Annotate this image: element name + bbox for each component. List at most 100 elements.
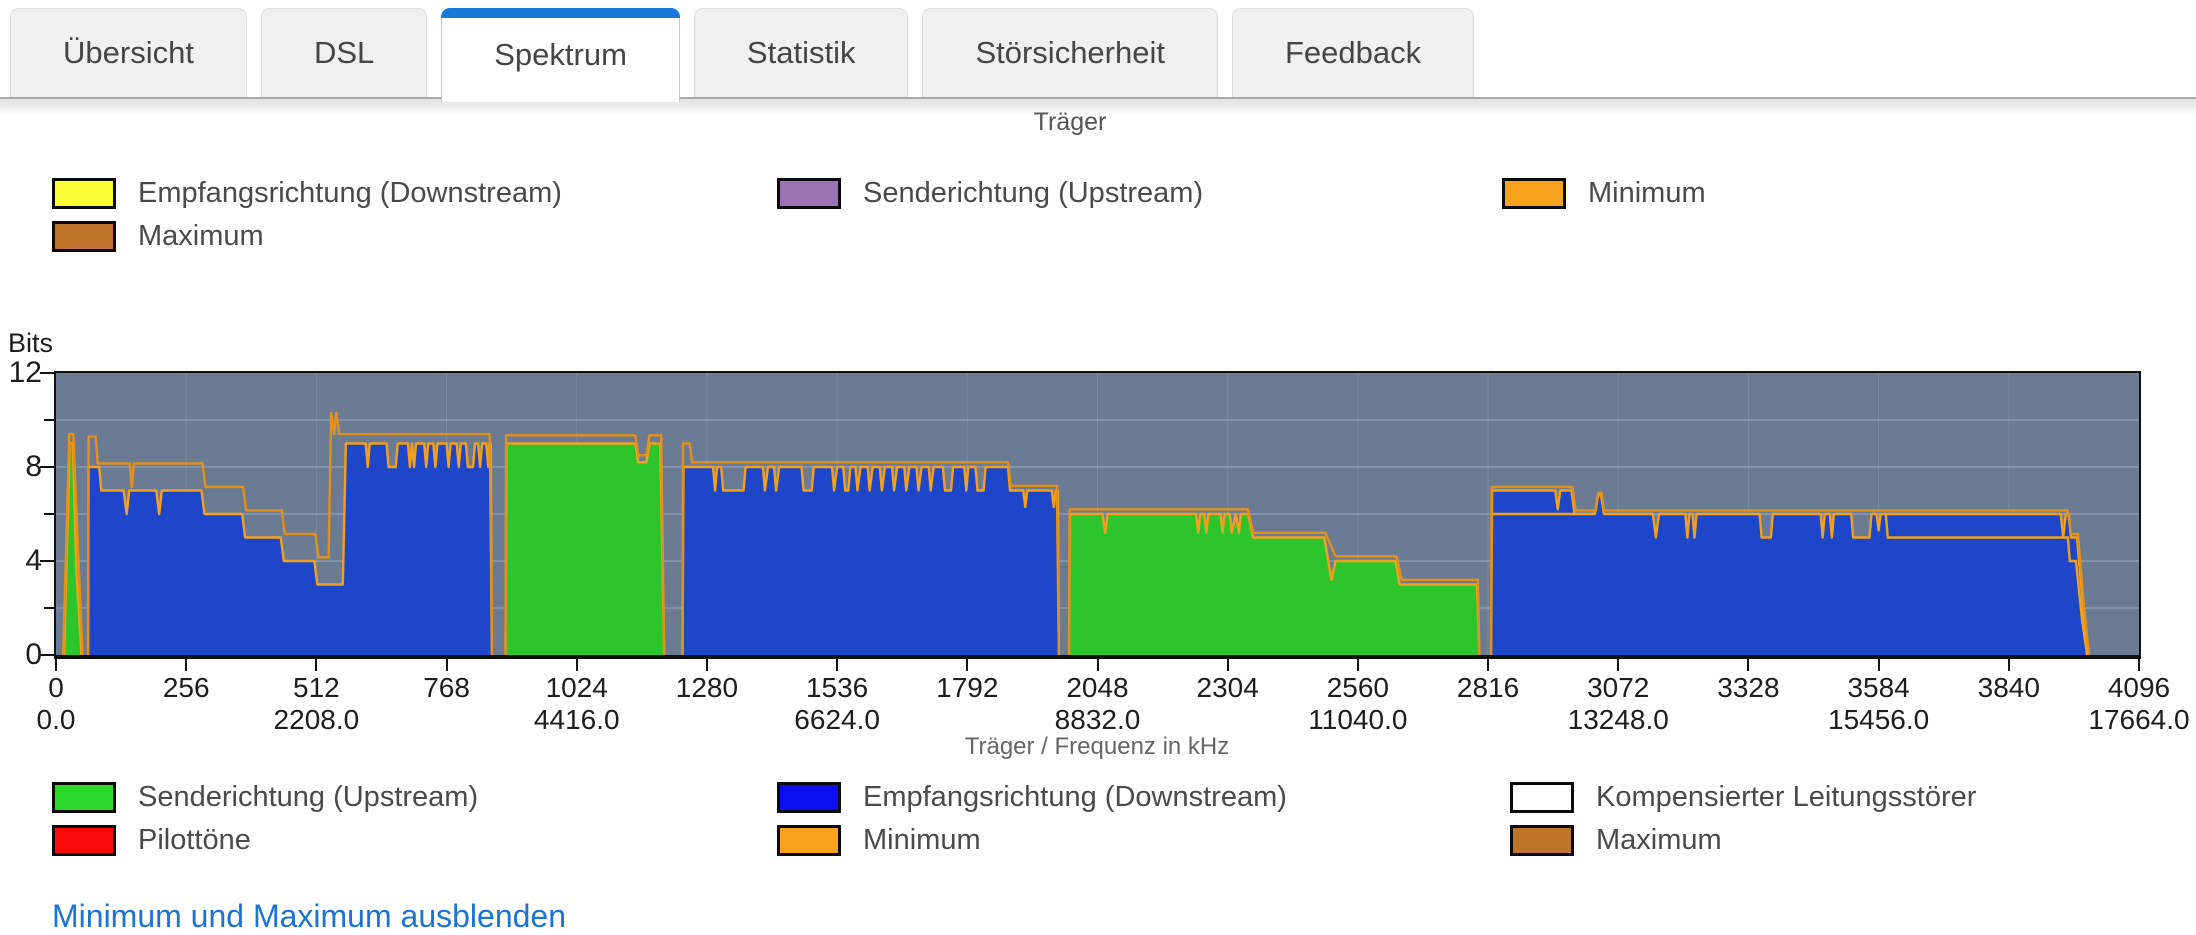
x-tick <box>836 658 839 671</box>
legend-item-minimum-orange: Minimum <box>777 823 981 857</box>
x-tick <box>55 658 57 671</box>
legend-item-maximum-brown: Maximum <box>1510 823 1722 857</box>
legend-item-downstream-yellow: Empfangsrichtung (Downstream) <box>52 176 562 210</box>
legend-label: Minimum <box>1588 176 1706 209</box>
y-tick <box>40 654 54 656</box>
x-tick <box>575 658 578 671</box>
spectrum-plot <box>54 371 2141 659</box>
legend-label: Senderichtung (Upstream) <box>863 176 1204 209</box>
x-tick-label: 1024 <box>545 672 608 703</box>
tab-übersicht[interactable]: Übersicht <box>10 8 247 97</box>
y-tick-label: 4 <box>25 544 42 577</box>
tab-störsicherheit[interactable]: Störsicherheit <box>922 8 1218 97</box>
x-tick <box>445 658 448 671</box>
x-freq-label: 0.0 <box>36 704 76 735</box>
x-freq-label: 11040.0 <box>1308 704 1408 735</box>
x-tick-label: 2560 <box>1326 672 1390 703</box>
x-tick-label: 512 <box>293 672 340 703</box>
x-tick-label: 2816 <box>1456 672 1520 703</box>
x-tick <box>1096 658 1099 671</box>
y-tick-label: 8 <box>25 450 42 483</box>
x-tick-label: 3840 <box>1977 672 2040 703</box>
tab-bar-divider <box>0 97 2196 99</box>
legend-item-upstream-green: Senderichtung (Upstream) <box>52 780 478 814</box>
x-freq-label: 17664.0 <box>2088 704 2190 735</box>
legend-label: Minimum <box>863 823 981 856</box>
x-tick <box>1356 658 1359 671</box>
tab-label: Störsicherheit <box>975 35 1165 70</box>
legend-label: Senderichtung (Upstream) <box>138 780 479 813</box>
legend-item-maximum-brown: Maximum <box>52 219 264 253</box>
y-tick <box>44 419 54 421</box>
x-tick <box>966 658 969 671</box>
x-tick <box>2007 658 2010 671</box>
compensated-white-swatch <box>1510 781 1574 813</box>
x-tick <box>1226 658 1229 671</box>
hide-min-max-link[interactable]: Minimum und Maximum ausblenden <box>52 898 566 934</box>
x-tick <box>1747 658 1750 671</box>
legend-label: Maximum <box>138 219 264 252</box>
x-freq-label: 4416.0 <box>533 704 620 735</box>
x-freq-label: 15456.0 <box>1828 704 1930 735</box>
x-freq-label: 2208.0 <box>273 704 360 735</box>
x-tick-label: 2048 <box>1066 672 1129 703</box>
x-freq-label: 13248.0 <box>1567 704 1669 735</box>
tab-spektrum[interactable]: Spektrum <box>441 8 680 102</box>
tab-feedback[interactable]: Feedback <box>1231 8 1475 97</box>
maximum-brown-swatch <box>52 220 116 252</box>
x-tick-label: 256 <box>162 672 210 703</box>
legend-label: Maximum <box>1596 823 1722 856</box>
pilot-red-swatch <box>52 824 116 856</box>
tab-label: Übersicht <box>63 35 194 70</box>
y-tick <box>44 513 54 515</box>
downstream-yellow-swatch <box>52 177 116 209</box>
tab-label: Feedback <box>1284 35 1422 70</box>
legend-item-downstream-blue: Empfangsrichtung (Downstream) <box>777 780 1287 814</box>
x-tick-label: 3584 <box>1847 672 1910 703</box>
legend-label: Empfangsrichtung (Downstream) <box>863 780 1287 813</box>
x-freq-label: 8832.0 <box>1054 704 1141 735</box>
y-tick <box>44 607 54 609</box>
minimum-orange-swatch <box>1502 177 1566 209</box>
x-tick <box>1487 658 1490 671</box>
y-tick-label: 12 <box>8 356 42 389</box>
tab-label: Statistik <box>746 35 856 70</box>
x-freq-label: 6624.0 <box>794 704 880 735</box>
y-tick <box>40 466 54 468</box>
y-axis-title: Bits <box>8 328 54 358</box>
x-tick-label: 4096 <box>2107 672 2171 703</box>
legend-label: Pilottöne <box>138 823 251 856</box>
upstream-purple-swatch <box>777 177 841 209</box>
x-tick-label: 1792 <box>936 672 999 703</box>
x-tick-label: 768 <box>423 672 470 703</box>
upstream-green-swatch <box>52 781 116 813</box>
tab-label: Spektrum <box>494 37 627 72</box>
x-tick <box>705 658 708 671</box>
x-tick-label: 3328 <box>1717 672 1780 703</box>
tab-bar-shadow <box>0 99 2196 116</box>
x-tick <box>1617 658 1620 671</box>
x-tick-label: 1536 <box>805 672 869 703</box>
downstream-blue-swatch <box>777 781 841 813</box>
x-tick-label: 3072 <box>1587 672 1650 703</box>
x-tick <box>185 658 188 671</box>
upper-chart-axis-caption: Träger <box>1033 108 1107 136</box>
x-axis-title: Träger / Frequenz in kHz <box>964 733 1230 760</box>
legend-label: Empfangsrichtung (Downstream) <box>138 176 562 209</box>
legend-item-upstream-purple: Senderichtung (Upstream) <box>777 176 1203 210</box>
minimum-orange-swatch <box>777 824 841 856</box>
legend-item-pilot-red: Pilottöne <box>52 823 251 857</box>
tab-dsl[interactable]: DSL <box>260 8 428 97</box>
x-tick-label: 0 <box>48 672 64 703</box>
active-tab-accent <box>441 8 680 18</box>
legend-label: Kompensierter Leitungsstörer <box>1596 780 1977 813</box>
tab-statistik[interactable]: Statistik <box>693 8 909 97</box>
x-tick <box>1877 658 1880 671</box>
x-tick <box>315 658 318 671</box>
y-tick <box>40 372 54 374</box>
tab-label: DSL <box>313 35 375 70</box>
tab-bar: Übersicht DSL Spektrum Statistik Störsicherh… <box>0 8 1475 102</box>
y-tick-label: 0 <box>25 638 42 671</box>
spectrum-chart-svg <box>56 373 2139 655</box>
maximum-brown-swatch <box>1510 824 1574 856</box>
